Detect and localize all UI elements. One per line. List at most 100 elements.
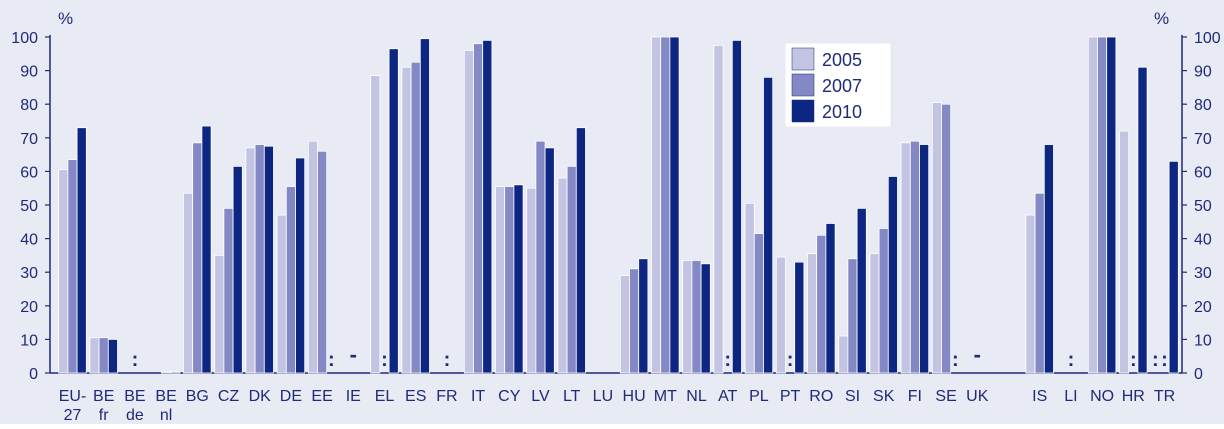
bar-2005-PT	[775, 256, 786, 374]
y-tick-label-left: 10	[20, 332, 38, 349]
bar-2005-DK	[245, 147, 256, 374]
bar-2007-RO	[816, 234, 827, 374]
y-tick-label-right: 90	[1194, 64, 1212, 81]
x-tick-label: nl	[160, 407, 172, 424]
y-tick-label-right: 40	[1194, 232, 1212, 249]
bar-2010-HR	[1137, 66, 1148, 374]
x-tick-label: AT	[718, 388, 737, 405]
bar-2010-TR	[1168, 160, 1179, 374]
annotation-not-available: :	[1068, 349, 1075, 371]
y-tick-label-right: 20	[1194, 299, 1212, 316]
bar-2005-HU	[619, 275, 630, 374]
x-tick-label: BG	[186, 388, 209, 405]
annotation-not-available: :	[1130, 349, 1137, 371]
y-tick-label-left: 60	[20, 164, 38, 181]
bar-2010-DK	[263, 145, 274, 374]
bar-2005-ES	[401, 66, 412, 374]
bar-2007-NO	[1097, 36, 1108, 374]
x-tick-label: RO	[809, 388, 833, 405]
bar-2007-HU	[629, 268, 640, 374]
legend-swatch-2005	[791, 47, 815, 71]
bar-2005-IS	[1025, 214, 1036, 374]
x-tick-label: FR	[436, 388, 457, 405]
y-tick-label-left: 80	[20, 97, 38, 114]
bar-2005-AT	[713, 45, 724, 374]
bar-2005-NL	[682, 260, 693, 374]
x-tick-label: LU	[593, 388, 613, 405]
legend-label-2010: 2010	[822, 102, 862, 122]
y-tick-label-left: 30	[20, 265, 38, 282]
y-tick-label-right: 70	[1194, 131, 1212, 148]
bar-2005-PL	[744, 202, 755, 374]
bar-2005-SI	[838, 335, 849, 374]
bar-2007-CY	[504, 186, 515, 374]
bar-2010-EU--27	[76, 127, 87, 374]
bar-2007-FI	[909, 140, 920, 374]
bar-2010-CY	[513, 184, 524, 374]
bar-2010-SK	[887, 176, 898, 374]
x-tick-label: EL	[375, 388, 395, 405]
bar-2007-DE	[285, 186, 296, 374]
x-tick-label: EE	[311, 388, 332, 405]
x-tick-label: LT	[563, 388, 581, 405]
bar-2005-EU--27	[58, 169, 69, 374]
bar-2007-LT	[566, 165, 577, 374]
bar-2010-EL	[388, 48, 399, 374]
x-tick-label: DE	[280, 388, 302, 405]
bar-2010-LT	[575, 127, 586, 374]
bar-2010-CZ	[232, 165, 243, 374]
x-tick-label: PT	[780, 388, 801, 405]
bar-2005-SK	[869, 253, 880, 374]
y-tick-label-right: 100	[1194, 30, 1221, 47]
bar-2007-DK	[254, 144, 265, 374]
bar-2010-BG	[201, 125, 212, 374]
y-tick-label-left: 20	[20, 299, 38, 316]
x-tick-label: TR	[1154, 388, 1175, 405]
bar-2005-SE	[931, 102, 942, 374]
legend-swatch-2010	[791, 99, 815, 123]
bar-2007-EE	[317, 150, 328, 374]
x-tick-label: LV	[531, 388, 550, 405]
legend-label-2007: 2007	[822, 76, 862, 96]
bar-2007-SK	[878, 228, 889, 374]
bar-2010-MT	[669, 36, 680, 374]
bar-2007-SE	[941, 103, 952, 374]
x-tick-label: CY	[498, 388, 521, 405]
annotation-not-available: :	[328, 349, 335, 371]
bar-2007-BE-fr	[98, 337, 109, 374]
bar-2007-SI	[847, 258, 858, 374]
bar-2007-CZ	[223, 207, 234, 374]
bar-2007-NL	[691, 260, 702, 374]
x-tick-label: IE	[346, 388, 361, 405]
x-tick-label: FI	[908, 388, 922, 405]
x-tick-label: NO	[1090, 388, 1114, 405]
bar-2005-DE	[276, 214, 287, 374]
x-tick-label: PL	[749, 388, 769, 405]
x-tick-label: HU	[623, 388, 646, 405]
x-tick-label: de	[126, 407, 144, 424]
bar-2005-LT	[557, 177, 568, 374]
x-tick-label: IS	[1032, 388, 1047, 405]
bar-2007-EU--27	[67, 159, 78, 374]
bar-2010-SI	[856, 207, 867, 374]
bar-2007-MT	[660, 36, 671, 374]
x-tick-label: SE	[935, 388, 956, 405]
bar-2010-IS	[1043, 144, 1054, 374]
x-tick-label: UK	[966, 388, 989, 405]
bar-2005-NO	[1087, 36, 1098, 374]
bar-2005-CZ	[214, 254, 225, 374]
x-tick-label: LI	[1064, 388, 1077, 405]
annotation-not-available: :	[952, 349, 959, 371]
legend-swatch-2007	[791, 73, 815, 97]
y-tick-label-left: 50	[20, 198, 38, 215]
bar-2010-RO	[825, 223, 836, 374]
bar-2007-ES	[410, 61, 421, 374]
x-tick-label: MT	[654, 388, 677, 405]
y-tick-label-right: 80	[1194, 97, 1212, 114]
bar-2007-BG	[192, 142, 203, 374]
x-tick-label: IT	[471, 388, 485, 405]
bar-2010-PL	[763, 76, 774, 374]
y-tick-label-right: 30	[1194, 265, 1212, 282]
bar-2010-DE	[295, 157, 306, 374]
